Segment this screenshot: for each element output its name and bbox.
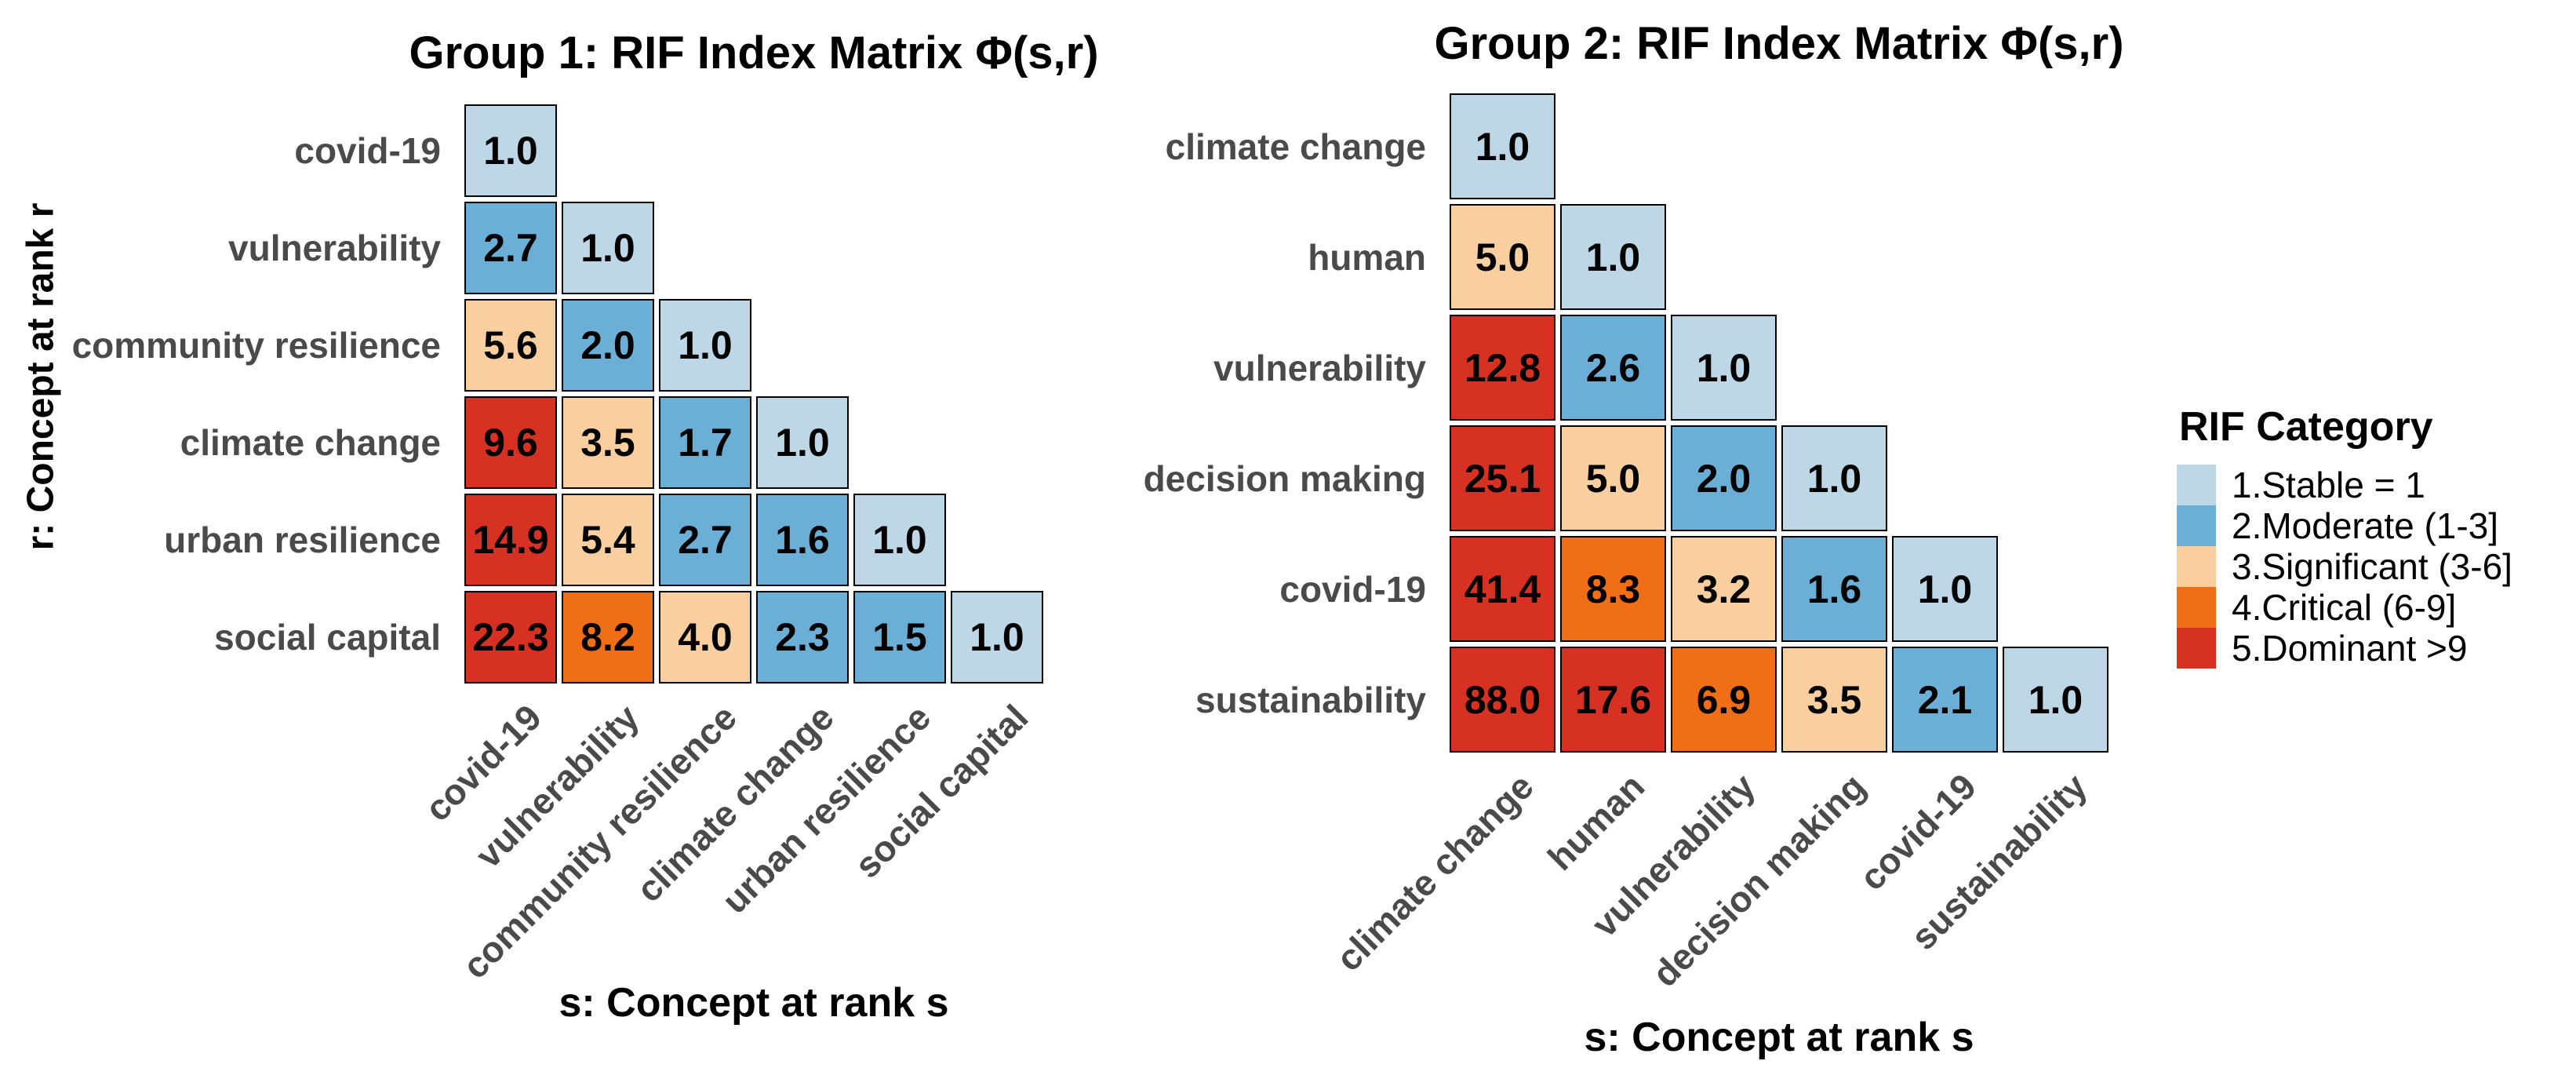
matrix-cell: 12.8 [1450, 315, 1555, 421]
matrix-cell: 1.0 [2003, 647, 2108, 753]
matrix-cell: 2.6 [1560, 315, 1666, 421]
legend-swatch [2177, 587, 2216, 628]
matrix-cell: 1.0 [1781, 425, 1887, 531]
y-axis-tick-label: vulnerability [228, 228, 441, 268]
matrix-cell: 3.5 [1781, 647, 1887, 753]
y-axis-tick-label: covid-19 [1279, 568, 1426, 610]
y-axis-tick-label: community resilience [71, 325, 441, 366]
matrix-cell: 1.0 [659, 299, 751, 392]
matrix-cell: 2.7 [464, 202, 557, 294]
matrix-cell: 5.0 [1450, 204, 1555, 310]
y-axis-tick-label: climate change [1165, 126, 1426, 167]
matrix-cell: 22.3 [464, 591, 557, 683]
legend-swatch [2177, 465, 2216, 505]
matrix-cell: 8.2 [562, 591, 654, 683]
y-axis-tick-label: urban resilience [164, 519, 441, 560]
x-axis-tick-label: climate change [1328, 765, 1541, 979]
matrix-cell: 14.9 [464, 494, 557, 586]
matrix-cell: 17.6 [1560, 647, 1666, 753]
matrix-cell: 1.5 [853, 591, 946, 683]
y-axis-tick-label: sustainability [1195, 679, 1426, 720]
group1-y-axis-title: r: Concept at rank r [20, 202, 62, 551]
matrix-cell: 4.0 [659, 591, 751, 683]
group2-title: Group 2: RIF Index Matrix Φ(s,r) [1434, 18, 2124, 69]
matrix-cell: 6.9 [1671, 647, 1777, 753]
legend-item-label: 5.Dominant >9 [2232, 628, 2468, 669]
legend-swatch [2177, 628, 2216, 669]
matrix-cell: 2.0 [1671, 425, 1777, 531]
matrix-cell: 8.3 [1560, 536, 1666, 642]
matrix-cell: 1.0 [464, 104, 557, 197]
y-axis-tick-label: vulnerability [1213, 347, 1426, 388]
legend-swatch [2177, 546, 2216, 587]
matrix-cell: 1.0 [1671, 315, 1777, 421]
matrix-cell: 2.1 [1892, 647, 1998, 753]
matrix-cell: 41.4 [1450, 536, 1555, 642]
legend-item-label: 4.Critical (6-9] [2232, 587, 2457, 628]
matrix-cell: 2.0 [562, 299, 654, 392]
group1-x-axis-title: s: Concept at rank s [558, 980, 949, 1026]
matrix-cell: 9.6 [464, 396, 557, 489]
matrix-cell: 1.0 [1892, 536, 1998, 642]
matrix-cell: 5.6 [464, 299, 557, 392]
matrix-cell: 5.0 [1560, 425, 1666, 531]
legend-title: RIF Category [2179, 404, 2433, 450]
matrix-cell: 1.0 [562, 202, 654, 294]
matrix-cell: 25.1 [1450, 425, 1555, 531]
matrix-cell: 1.0 [951, 591, 1043, 683]
matrix-cell: 88.0 [1450, 647, 1555, 753]
group1-title: Group 1: RIF Index Matrix Φ(s,r) [409, 27, 1099, 78]
matrix-cell: 5.4 [562, 494, 654, 586]
legend-item-label: 3.Significant (3-6] [2232, 546, 2512, 587]
matrix-cell: 1.0 [1450, 93, 1555, 199]
y-axis-tick-label: decision making [1143, 457, 1426, 499]
y-axis-tick-label: covid-19 [294, 130, 441, 171]
matrix-cell: 1.0 [756, 396, 849, 489]
legend-item-label: 1.Stable = 1 [2232, 465, 2425, 505]
matrix-cell: 1.7 [659, 396, 751, 489]
matrix-cell: 1.6 [756, 494, 849, 586]
matrix-cell: 1.0 [853, 494, 946, 586]
group2-x-axis-title: s: Concept at rank s [1584, 1015, 1974, 1060]
matrix-cell: 2.7 [659, 494, 751, 586]
y-axis-tick-label: climate change [180, 422, 441, 463]
matrix-cell: 3.2 [1671, 536, 1777, 642]
y-axis-tick-label: social capital [214, 617, 441, 658]
matrix-cell: 2.3 [756, 591, 849, 683]
legend-swatch [2177, 505, 2216, 546]
x-axis-tick-label: social capital [846, 696, 1036, 886]
y-axis-tick-label: human [1308, 236, 1426, 278]
matrix-cell: 1.6 [1781, 536, 1887, 642]
matrix-cell: 3.5 [562, 396, 654, 489]
legend-item-label: 2.Moderate (1-3] [2232, 505, 2499, 546]
matrix-cell: 1.0 [1560, 204, 1666, 310]
